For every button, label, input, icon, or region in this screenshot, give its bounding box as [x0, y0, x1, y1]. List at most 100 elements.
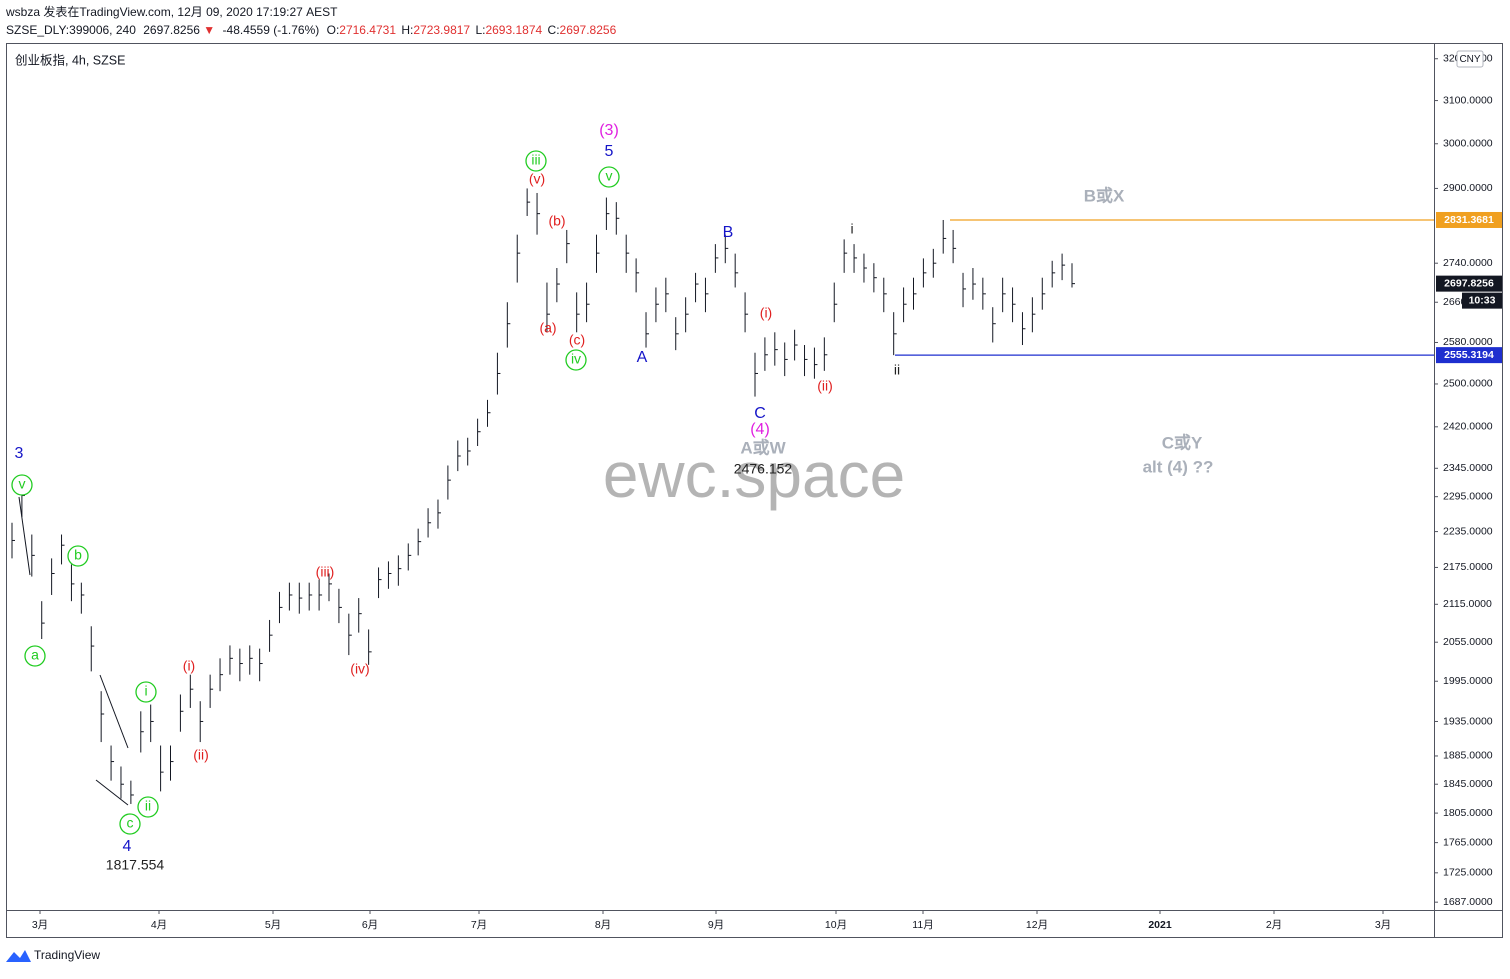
wave-label: (4)	[750, 421, 770, 438]
wave-label: (v)	[529, 171, 545, 187]
y-tick-label: 1885.0000	[1443, 750, 1493, 762]
wave-circle	[67, 545, 89, 567]
price-badge-label: 2555.3194	[1444, 349, 1494, 361]
y-tick-label: 3100.0000	[1443, 94, 1493, 106]
countdown-badge	[1462, 292, 1502, 309]
l-label: L:	[475, 23, 485, 37]
wave-circle	[24, 645, 46, 667]
y-tick-label: 2500.0000	[1443, 378, 1493, 390]
x-tick-label: 12月	[1026, 919, 1048, 931]
y-tick-label: 1805.0000	[1443, 807, 1493, 819]
footer-logo: TradingView	[6, 948, 100, 962]
wave-label: b	[74, 547, 82, 563]
y-tick-label: 1765.0000	[1443, 836, 1493, 848]
y-tick-label: 1687.0000	[1443, 896, 1493, 908]
y-tick-label: 2295.0000	[1443, 490, 1493, 502]
y-tick-label: 2900.0000	[1443, 182, 1493, 194]
wave-label: v	[19, 476, 26, 492]
y-tick-label: 1995.0000	[1443, 675, 1493, 687]
x-tick-label: 6月	[362, 919, 378, 931]
currency: CNY	[1459, 54, 1480, 65]
x-tick-label: 2021	[1148, 919, 1172, 931]
wave-label: A或W	[740, 437, 786, 457]
y-tick-label: 2055.0000	[1443, 636, 1493, 648]
wave-label: (iii)	[316, 564, 335, 580]
y-tick-label: 2115.0000	[1443, 598, 1492, 610]
change: -48.4559 (-1.76%)	[223, 23, 320, 37]
wave-circle	[119, 813, 141, 835]
wave-label: ii	[894, 362, 900, 378]
y-tick-label: 1845.0000	[1443, 778, 1493, 790]
x-tick-label: 7月	[471, 919, 487, 931]
x-tick-label: 3月	[32, 919, 48, 931]
y-tick-label: 1935.0000	[1443, 715, 1493, 727]
wave-label: c	[127, 815, 134, 831]
wave-label: (i)	[183, 658, 195, 674]
y-tick-label: 2580.0000	[1443, 336, 1493, 348]
wave-label: v	[606, 168, 613, 184]
h-value: 2723.9817	[413, 23, 470, 37]
wave-label: iii	[531, 152, 540, 168]
wave-label: (i)	[760, 305, 772, 321]
wave-label: (b)	[548, 213, 565, 229]
wave-circle	[137, 796, 159, 818]
wave-label: (ii)	[193, 747, 209, 763]
watermark: ewc.space	[603, 439, 905, 511]
wave-label: 4	[123, 838, 132, 855]
wave-circle	[525, 150, 547, 172]
y-tick-label: 3000.0000	[1443, 138, 1493, 150]
price: 2697.8256	[143, 23, 200, 37]
wave-label: 3	[15, 445, 24, 462]
frame	[6, 43, 1503, 938]
header-line: wsbza 发表在TradingView.com, 12月 09, 2020 1…	[5, 4, 338, 19]
wave-label: B	[723, 224, 734, 241]
wave-circle	[11, 474, 33, 496]
price-badge	[1436, 211, 1502, 228]
last-price-badge	[1436, 275, 1502, 292]
x-tick-label: 3月	[1375, 919, 1391, 931]
y-tick-label: 2175.0000	[1443, 561, 1493, 573]
wave-label: (iv)	[350, 661, 369, 677]
last-price-label: 2697.8256	[1444, 277, 1494, 289]
y-tick-label: 2235.0000	[1443, 525, 1493, 537]
h-label: H:	[401, 23, 413, 37]
wave-label: 1817.554	[106, 857, 165, 873]
wave-label: 2476.152	[734, 461, 793, 477]
c-value: 2697.8256	[560, 23, 617, 37]
wave-circle	[565, 349, 587, 371]
x-tick-label: 5月	[265, 919, 281, 931]
wave-label: A	[637, 349, 648, 366]
wave-label: a	[31, 647, 39, 663]
header-symbol: SZSE_DLY:399006, 240 2697.8256 ▼ -48.455…	[6, 23, 617, 37]
wedge-line	[18, 496, 31, 576]
price-badge	[1436, 347, 1502, 364]
c-label: C:	[548, 23, 560, 37]
wave-label: ii	[145, 798, 151, 814]
arrow: ▼	[203, 23, 215, 37]
wave-label: 5	[605, 143, 614, 160]
logo-icon	[6, 950, 31, 962]
wave-label: (ii)	[817, 378, 833, 394]
currency-box	[1456, 50, 1484, 68]
plot: ewc.space3vbac41817.554iii(i)(ii)(iii)(i…	[11, 122, 1434, 873]
o-label: O:	[327, 23, 340, 37]
wave-label: C或Y	[1162, 432, 1203, 452]
wave-label: C	[754, 405, 766, 422]
wave-label: (3)	[599, 122, 619, 139]
y-tick-label: 1725.0000	[1443, 867, 1493, 879]
x-tick-label: 9月	[708, 919, 724, 931]
wave-label: B或X	[1084, 185, 1125, 205]
price-axis: 3200.00003100.00003000.00002900.00002740…	[32, 53, 1502, 931]
symbol: SZSE_DLY:399006, 240	[6, 23, 136, 37]
x-tick-label: 10月	[825, 919, 847, 931]
wave-label: (c)	[569, 332, 585, 348]
wave-label: iv	[571, 351, 581, 367]
x-tick-label: 4月	[151, 919, 167, 931]
wave-label: i	[850, 221, 853, 237]
wedge-line	[99, 674, 129, 749]
l-value: 2693.1874	[485, 23, 542, 37]
y-tick-label: 2345.0000	[1443, 462, 1493, 474]
y-tick-label: 2420.0000	[1443, 421, 1493, 433]
wave-circle	[598, 166, 620, 188]
o-value: 2716.4731	[339, 23, 396, 37]
